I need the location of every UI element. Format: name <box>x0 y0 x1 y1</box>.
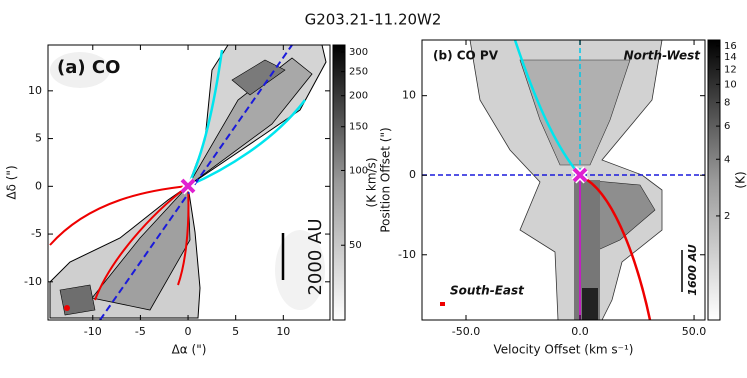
colorbar-label: (K) <box>734 171 747 188</box>
colorbar-tick-label: 6 <box>724 121 730 132</box>
colorbar-tick-label: 14 <box>724 52 737 63</box>
y-tick-label: 10 <box>28 84 42 97</box>
panel-label: (b) CO PV <box>433 49 499 63</box>
y-tick-label: -10 <box>398 248 416 261</box>
colorbar-tick-label: 200 <box>349 91 368 102</box>
colorbar-label: (K km/s) <box>365 158 379 208</box>
x-axis-label: Δα (") <box>172 343 207 357</box>
colorbar-tick-label: 8 <box>724 98 730 109</box>
x-tick-label: -50.0 <box>452 325 480 338</box>
y-tick-label: 0 <box>35 179 42 192</box>
colorbar-tick-label: 12 <box>724 64 737 75</box>
scale-bar-label: 1600 AU <box>686 244 699 295</box>
colorbar-tick-label: 2 <box>724 211 730 222</box>
panel-label: (a) CO <box>57 57 120 78</box>
y-axis-label: Position Offset (") <box>379 127 393 232</box>
y-tick-label: 0 <box>409 168 416 181</box>
annotation: South-East <box>450 284 525 298</box>
pv-map <box>422 40 705 320</box>
x-tick-label: 10 <box>276 325 290 338</box>
y-tick-label: -5 <box>31 227 42 240</box>
colorbar-tick-label: 4 <box>724 154 730 165</box>
x-tick-label: 5 <box>232 325 239 338</box>
x-axis-label: Velocity Offset (km s⁻¹) <box>494 343 634 357</box>
y-tick-label: 5 <box>35 132 42 145</box>
co-map <box>50 45 326 320</box>
colorbar-tick-label: 16 <box>724 41 737 52</box>
x-tick-label: 0 <box>185 325 192 338</box>
x-tick-label: 0.0 <box>571 325 589 338</box>
colorbar-tick-label: 150 <box>349 122 368 133</box>
y-axis-label: Δδ (") <box>5 165 19 199</box>
colorbar-tick-label: 250 <box>349 67 368 78</box>
colorbar-tick-label: 50 <box>349 240 362 251</box>
x-tick-label: -5 <box>135 325 146 338</box>
y-tick-label: 10 <box>402 89 416 102</box>
scale-bar-label: 2000 AU <box>305 218 326 295</box>
colorbar <box>333 45 345 320</box>
annotation: North-West <box>624 49 702 63</box>
figure-title: G203.21-11.20W2 <box>305 11 442 29</box>
colorbar-tick-label: 10 <box>724 79 737 90</box>
x-tick-label: 50.0 <box>682 325 707 338</box>
x-tick-label: -10 <box>84 325 102 338</box>
y-tick-label: -10 <box>24 275 42 288</box>
colorbar <box>708 40 720 320</box>
colorbar-tick-label: 300 <box>349 47 368 58</box>
